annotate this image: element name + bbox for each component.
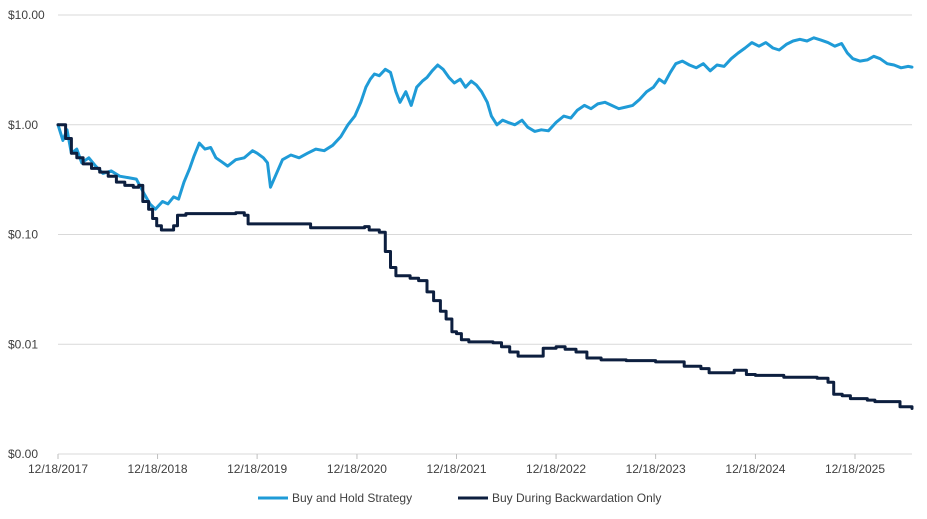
x-tick-label: 12/18/2020	[327, 462, 387, 476]
gridlines	[58, 14, 912, 455]
x-tick-label: 12/18/2023	[626, 462, 686, 476]
y-tick-label: $0.00	[8, 447, 38, 461]
legend-label-buy-and-hold: Buy and Hold Strategy	[292, 491, 412, 505]
y-tick-label: $10.00	[8, 8, 45, 22]
y-tick-label: $1.00	[8, 118, 38, 132]
x-tick-label: 12/18/2025	[825, 462, 885, 476]
legend: Buy and Hold Strategy Buy During Backwar…	[258, 491, 661, 505]
y-axis-ticks: $10.00 $1.00 $0.10 $0.01 $0.00	[8, 8, 45, 461]
series-line-buy-and-hold-strategy	[56, 36, 914, 211]
y-tick-label: $0.10	[8, 228, 38, 242]
x-tick-label: 12/18/2019	[227, 462, 287, 476]
series-lines	[56, 36, 914, 410]
x-axis-ticks: 12/18/2017 12/18/2018 12/18/2019 12/18/2020…	[28, 454, 885, 476]
x-tick-label: 12/18/2018	[128, 462, 188, 476]
x-tick-label: 12/18/2021	[426, 462, 486, 476]
legend-label-backwardation: Buy During Backwardation Only	[492, 491, 661, 505]
series-line-buy-during-backwardation-only	[56, 123, 914, 410]
x-tick-label: 12/18/2022	[526, 462, 586, 476]
x-tick-label: 12/18/2017	[28, 462, 88, 476]
x-tick-label: 12/18/2024	[725, 462, 785, 476]
y-tick-label: $0.01	[8, 337, 38, 351]
